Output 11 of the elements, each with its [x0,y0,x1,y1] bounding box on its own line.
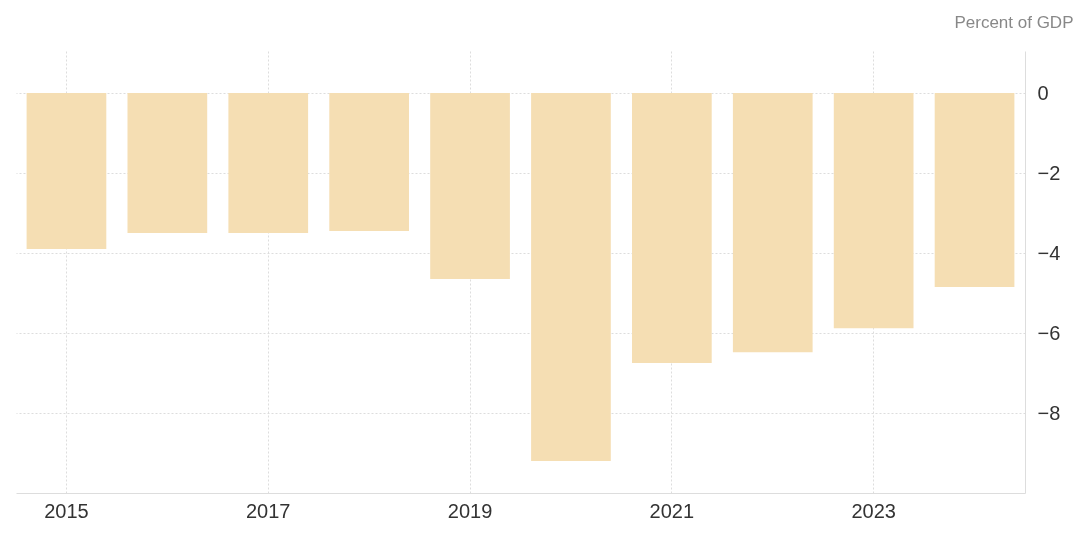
x-tick-label: 2021 [649,499,695,522]
y-tick-label: −6 [1037,321,1061,344]
y-tick-label: −2 [1037,161,1061,184]
x-tick-label: 2015 [44,499,89,522]
y-tick-label: −4 [1037,241,1061,264]
x-tick-label: 2019 [447,499,493,522]
x-tick-label: 2017 [246,499,291,522]
x-tick-label: 2023 [851,499,896,522]
y-axis-title: Percent of GDP [954,12,1074,32]
y-tick-label: 0 [1037,81,1049,104]
y-tick-label: −8 [1037,401,1061,424]
